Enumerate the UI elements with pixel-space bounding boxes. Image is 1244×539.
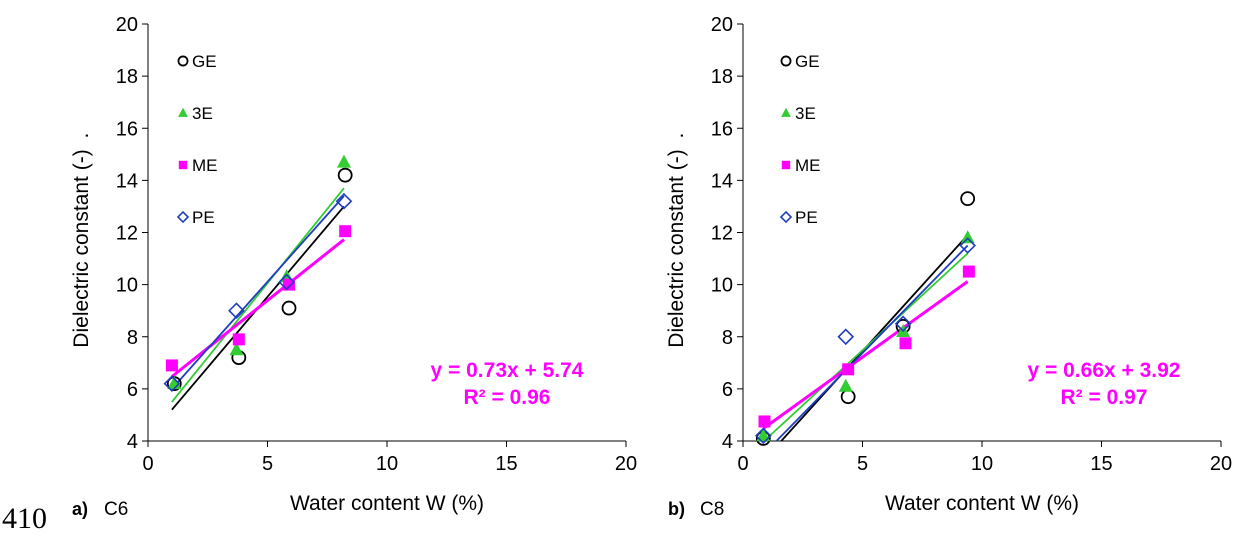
data-point-3e	[838, 378, 853, 392]
line-number: 410	[2, 502, 47, 535]
x-axis-title: Water content W (%)	[885, 492, 1079, 515]
y-tick-label: 6	[722, 379, 733, 401]
data-point-ge	[840, 389, 856, 405]
panel-name: C8	[700, 499, 724, 520]
y-tick-label: 4	[722, 431, 733, 453]
panel-letter: b)	[668, 499, 685, 519]
r-squared: R² = 0.97	[1061, 386, 1148, 409]
y-axis-title: Dielectric constant (-)	[665, 149, 688, 347]
data-point-pe	[754, 427, 772, 445]
data-point-3e	[229, 342, 244, 356]
legend-marker-pe	[779, 210, 793, 224]
y-tick-label: 10	[711, 275, 733, 297]
fit-line-pe	[775, 244, 969, 442]
legend-label-pe: PE	[192, 208, 215, 227]
data-point-pe	[837, 328, 855, 346]
data-point-me	[232, 333, 245, 346]
legend-label-me: ME	[192, 156, 218, 175]
y-tick-label: 18	[116, 66, 138, 88]
chart-panel-1: 4 6 8 10 12 14 16 18 20 0 5 10 15 20 Water content W (…	[70, 14, 637, 520]
data-point-ge	[337, 167, 353, 183]
legend-label-ge: GE	[795, 52, 820, 71]
y-tick-label: 14	[711, 170, 733, 192]
legend-marker-me	[178, 160, 188, 170]
fit-line-me	[170, 238, 345, 378]
data-point-me	[758, 415, 771, 428]
x-tick-label: 5	[857, 453, 868, 475]
y-axis-title-group: Dielectric constant (-).	[70, 133, 93, 348]
y-tick-label: 20	[711, 14, 733, 36]
x-tick-label: 0	[737, 453, 748, 475]
x-tick-label: 15	[1090, 453, 1112, 475]
fit-line-pe	[171, 195, 345, 390]
x-tick-label: 5	[262, 453, 273, 475]
y-tick-label: 12	[116, 223, 138, 245]
data-point-me	[899, 337, 912, 350]
legend-marker-3e	[781, 107, 791, 117]
legend-label-ge: GE	[192, 52, 217, 71]
legend-marker-ge	[780, 55, 792, 67]
y-axis-title: Dielectric constant (-)	[70, 149, 93, 347]
x-tick-label: 10	[971, 453, 993, 475]
data-point-me	[339, 225, 352, 238]
panel-letter: a)	[72, 499, 88, 519]
x-tick-label: 15	[495, 453, 517, 475]
x-axis-title: Water content W (%)	[290, 492, 484, 515]
data-point-me	[165, 359, 178, 372]
data-point-ge	[281, 300, 297, 316]
r-squared: R² = 0.96	[464, 386, 551, 409]
fit-line-3e	[766, 252, 969, 440]
regression-equation: y = 0.73x + 5.74	[431, 359, 584, 382]
data-point-pe	[894, 315, 912, 333]
y-tick-label: 8	[722, 327, 733, 349]
y-axis-title-suffix: .	[70, 133, 93, 139]
legend-marker-ge	[177, 55, 189, 67]
data-point-me	[962, 265, 975, 278]
data-point-pe	[163, 375, 181, 392]
regression-equation: y = 0.66x + 3.92	[1028, 359, 1181, 382]
y-axis-title-group: Dielectric constant (-).	[665, 133, 688, 348]
x-tick-label: 20	[1210, 453, 1232, 475]
y-tick-label: 16	[711, 118, 733, 140]
fit-line-3e	[171, 187, 345, 403]
data-point-me	[842, 363, 855, 376]
data-point-3e	[756, 428, 771, 442]
data-point-pe	[335, 192, 353, 210]
x-tick-label: 10	[376, 453, 398, 475]
y-tick-label: 18	[711, 66, 733, 88]
data-point-3e	[336, 154, 351, 168]
y-tick-label: 8	[127, 327, 138, 349]
x-tick-label: 0	[142, 453, 153, 475]
legend-label-pe: PE	[795, 208, 818, 227]
y-tick-label: 16	[116, 118, 138, 140]
chart-panel-2: 4 6 8 10 12 14 16 18 20 0 5 10 15 20 Water content W (…	[665, 14, 1232, 520]
data-point-pe	[278, 273, 295, 291]
y-tick-label: 14	[116, 170, 138, 192]
data-point-3e	[960, 230, 975, 244]
legend-label-3e: 3E	[795, 104, 816, 123]
fit-line-me	[762, 280, 969, 430]
x-tick-label: 20	[615, 453, 637, 475]
legend-marker-me	[781, 160, 791, 170]
y-tick-label: 4	[127, 431, 138, 453]
data-point-pe	[959, 237, 976, 254]
legend-marker-3e	[178, 107, 188, 117]
y-tick-label: 10	[116, 275, 138, 297]
y-tick-label: 6	[127, 379, 138, 401]
data-point-pe	[228, 302, 245, 320]
legend-label-me: ME	[795, 156, 821, 175]
panel-name: C6	[104, 499, 128, 520]
legend-marker-pe	[176, 210, 190, 224]
y-tick-label: 12	[711, 223, 733, 245]
y-tick-label: 20	[116, 14, 138, 36]
y-axis-title-suffix: .	[665, 133, 688, 139]
data-point-ge	[960, 191, 976, 207]
legend-label-3e: 3E	[192, 104, 213, 123]
